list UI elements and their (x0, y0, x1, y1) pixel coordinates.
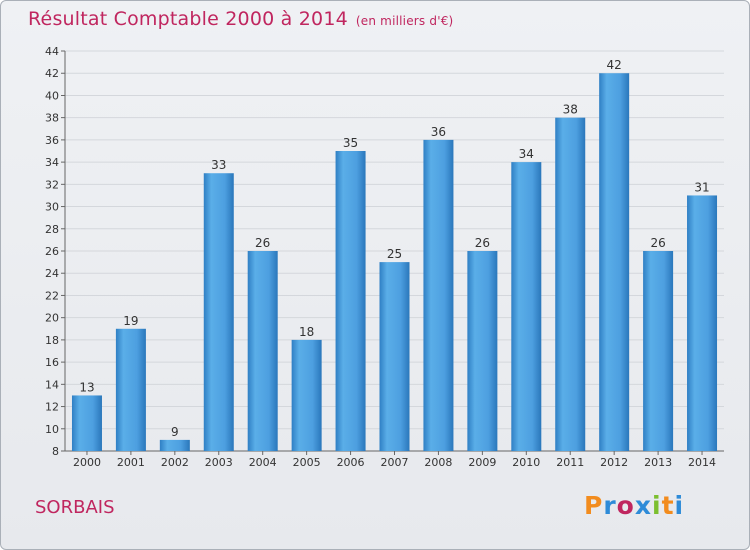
bar-2007 (379, 262, 410, 451)
y-tick-label: 18 (45, 334, 59, 347)
x-tick-label: 2003 (205, 456, 233, 469)
bar-2003 (203, 173, 234, 451)
data-label-2000: 13 (79, 380, 94, 394)
data-label-2004: 26 (255, 236, 270, 250)
bar-2008 (423, 139, 454, 451)
y-tick-label: 30 (45, 201, 59, 214)
bar-2013 (643, 251, 674, 451)
logo-letter: r (603, 491, 617, 520)
location-label: SORBAIS (35, 497, 115, 518)
logo-letter: i (652, 491, 662, 520)
bar-2011 (555, 117, 586, 452)
x-tick-label: 2012 (600, 456, 628, 469)
x-tick-label: 2001 (117, 456, 145, 469)
y-tick-label: 42 (45, 67, 59, 80)
y-tick-label: 34 (45, 156, 59, 169)
y-tick-label: 8 (52, 445, 59, 458)
x-tick-label: 2010 (512, 456, 540, 469)
y-tick-label: 20 (45, 312, 59, 325)
proxiti-logo: Proxiti (584, 491, 684, 520)
unit-label: (en milliers d'€) (355, 14, 454, 28)
y-tick-label: 28 (45, 223, 59, 236)
y-tick-label: 16 (45, 356, 59, 369)
data-label-2013: 26 (650, 236, 665, 250)
data-label-2012: 42 (607, 58, 622, 72)
data-label-2002: 9 (171, 425, 179, 439)
bar-2002 (159, 439, 190, 451)
x-tick-label: 2006 (337, 456, 365, 469)
y-tick-label: 44 (45, 45, 59, 58)
logo-letter: i (674, 491, 685, 520)
x-tick-label: 2014 (688, 456, 716, 469)
logo-letter: P (584, 491, 604, 520)
y-tick-label: 24 (45, 267, 59, 280)
data-label-2007: 25 (387, 247, 402, 261)
bar-2001 (115, 328, 146, 451)
bar-2009 (467, 251, 498, 451)
x-tick-label: 2009 (468, 456, 496, 469)
data-label-2010: 34 (519, 147, 534, 161)
y-tick-label: 10 (45, 423, 59, 436)
chart-title: Résultat Comptable 2000 à 2014 (en millie… (28, 8, 454, 30)
data-label-2008: 36 (431, 125, 446, 139)
bar-2004 (247, 251, 278, 451)
y-tick-label: 40 (45, 89, 59, 102)
y-tick-label: 32 (45, 178, 59, 191)
x-tick-label: 2000 (73, 456, 101, 469)
data-label-2014: 31 (694, 180, 709, 194)
x-tick-label: 2008 (424, 456, 452, 469)
data-label-2006: 35 (343, 136, 358, 150)
x-tick-label: 2007 (381, 456, 409, 469)
x-tick-label: 2002 (161, 456, 189, 469)
y-tick-label: 22 (45, 289, 59, 302)
y-tick-label: 14 (45, 378, 59, 391)
data-label-2011: 38 (563, 103, 578, 117)
y-tick-label: 36 (45, 134, 59, 147)
x-tick-label: 2005 (293, 456, 321, 469)
data-label-2003: 33 (211, 158, 226, 172)
y-tick-label: 26 (45, 245, 59, 258)
bar-2012 (599, 73, 630, 451)
bar-2000 (71, 395, 102, 451)
data-label-2009: 26 (475, 236, 490, 250)
bar-2006 (335, 151, 366, 451)
bar-2005 (291, 339, 322, 451)
data-label-2001: 19 (123, 314, 138, 328)
y-tick-label: 38 (45, 112, 59, 125)
data-label-2005: 18 (299, 325, 314, 339)
bar-2010 (511, 162, 542, 451)
x-tick-label: 2013 (644, 456, 672, 469)
logo-letter: o (616, 491, 635, 520)
logo-letter: x (634, 491, 652, 520)
bar-2014 (687, 195, 718, 451)
logo-letter: t (661, 491, 675, 520)
x-tick-label: 2011 (556, 456, 584, 469)
y-tick-label: 12 (45, 401, 59, 414)
x-tick-label: 2004 (249, 456, 277, 469)
